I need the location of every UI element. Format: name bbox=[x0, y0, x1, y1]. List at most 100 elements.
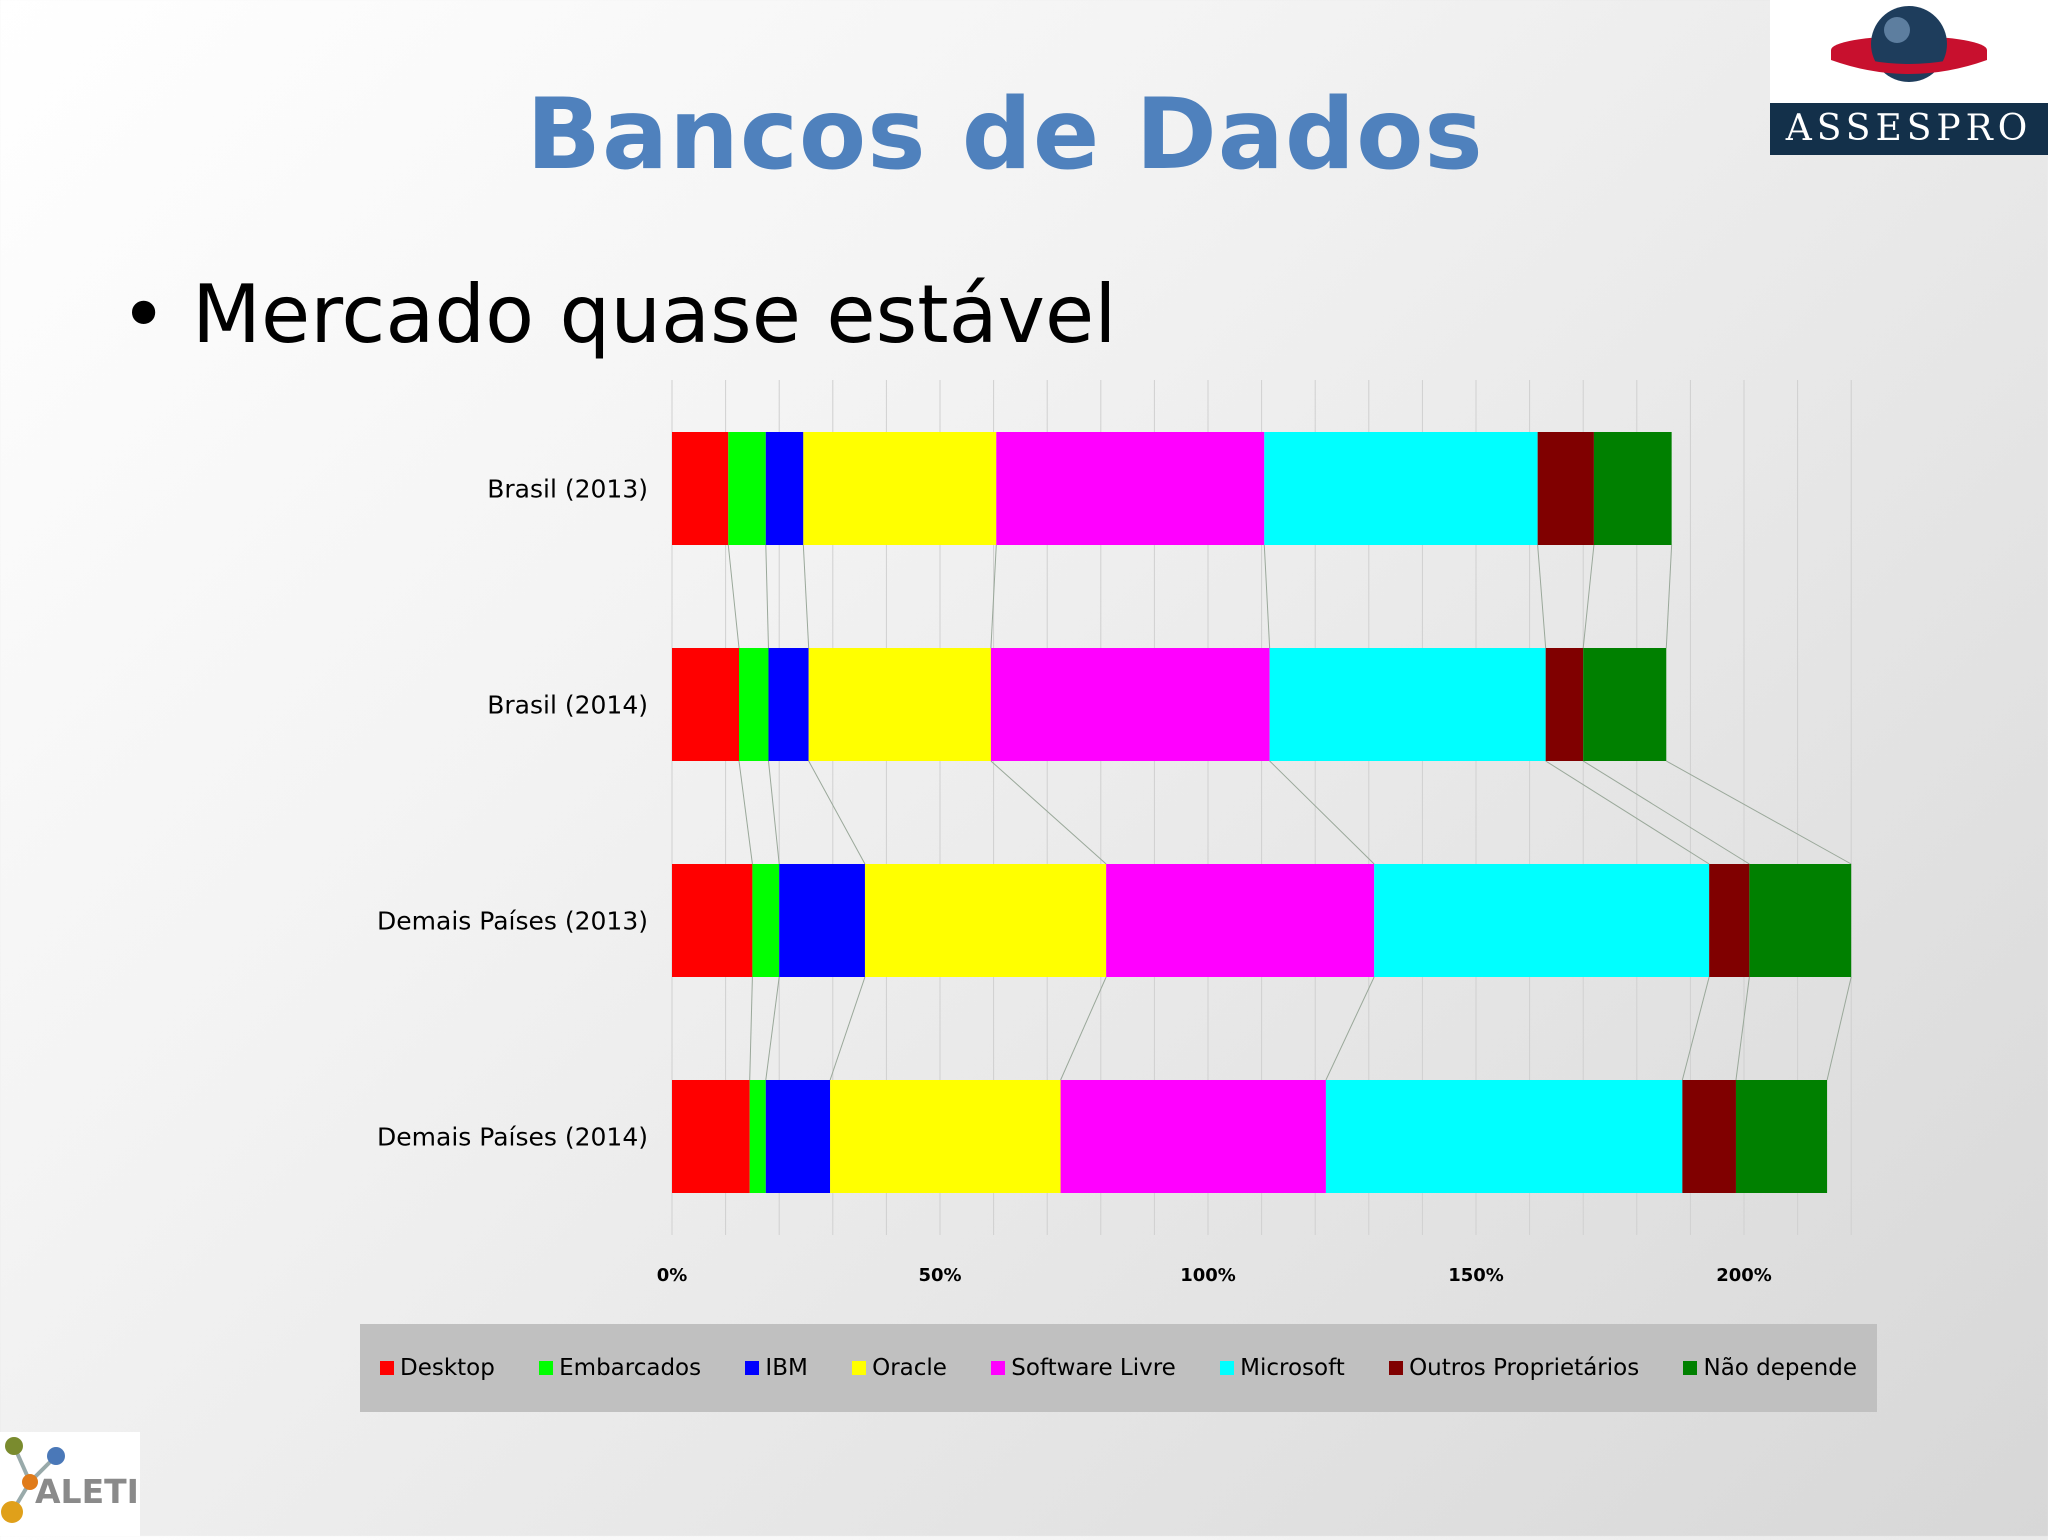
legend-label: Desktop bbox=[400, 1355, 495, 1381]
legend-swatch bbox=[1389, 1361, 1404, 1375]
series-line bbox=[990, 544, 997, 649]
bar-n-o-depende bbox=[1583, 648, 1667, 761]
series-line bbox=[1537, 544, 1547, 649]
bar-n-o-depende bbox=[1593, 432, 1672, 545]
series-line bbox=[808, 760, 866, 865]
bar-outros-propriet-rios bbox=[1682, 1080, 1736, 1193]
x-tick-label: 0% bbox=[657, 1265, 688, 1286]
category-label: Demais Países (2013) bbox=[377, 907, 648, 936]
bar-microsoft bbox=[1264, 432, 1538, 545]
bar-ibm bbox=[765, 1080, 831, 1193]
legend-label: Software Livre bbox=[1011, 1355, 1176, 1381]
stacked-bar-chart: Brasil (2013) Brasil (2014) Demais Países … bbox=[377, 380, 1852, 1286]
series-line bbox=[1582, 544, 1595, 649]
series-line bbox=[1735, 976, 1750, 1081]
legend-label: Embarcados bbox=[559, 1355, 702, 1381]
series-line bbox=[767, 760, 780, 865]
chart-legend: Desktop Embarcados IBM Oracle Software Livre… bbox=[360, 1324, 1877, 1412]
aleti-logo-text: ALETI bbox=[35, 1472, 139, 1511]
bar-ibm bbox=[765, 432, 804, 545]
bar-embarcados bbox=[749, 1080, 766, 1193]
assespro-logo: ASSESPRO bbox=[1770, 0, 2048, 155]
bullet-text: Mercado quase estável bbox=[192, 268, 1117, 361]
bar-desktop bbox=[672, 432, 729, 545]
series-line bbox=[990, 760, 1107, 865]
bar-microsoft bbox=[1374, 864, 1710, 977]
legend-item: Oracle bbox=[852, 1355, 947, 1381]
legend-item: IBM bbox=[745, 1355, 808, 1381]
bar-oracle bbox=[808, 648, 991, 761]
x-tick-label: 200% bbox=[1716, 1265, 1772, 1286]
series-line bbox=[1545, 760, 1710, 865]
series-line bbox=[1665, 544, 1673, 649]
bar-desktop bbox=[672, 1080, 750, 1193]
x-tick-label: 50% bbox=[918, 1265, 961, 1286]
series-line bbox=[765, 544, 769, 649]
legend-item: Software Livre bbox=[991, 1355, 1176, 1381]
series-line bbox=[1060, 976, 1107, 1081]
bar-microsoft bbox=[1325, 1080, 1683, 1193]
legend-swatch bbox=[380, 1361, 394, 1375]
legend-label: IBM bbox=[765, 1355, 808, 1381]
legend-swatch bbox=[1683, 1361, 1698, 1375]
series-line bbox=[1666, 760, 1852, 865]
globe-icon bbox=[1831, 6, 1987, 82]
category-label: Demais Países (2014) bbox=[377, 1123, 648, 1152]
bar-embarcados bbox=[739, 648, 769, 761]
legend-item: Não depende bbox=[1683, 1355, 1857, 1381]
series-line bbox=[1269, 760, 1375, 865]
category-label: Brasil (2014) bbox=[487, 691, 648, 720]
x-tick-label: 150% bbox=[1448, 1265, 1504, 1286]
bar-ibm bbox=[779, 864, 865, 977]
legend-label: Oracle bbox=[872, 1355, 947, 1381]
bullet-point: • Mercado quase estável bbox=[120, 268, 1116, 361]
legend-swatch bbox=[745, 1361, 760, 1375]
legend-label: Não depende bbox=[1703, 1355, 1857, 1381]
legend-swatch bbox=[539, 1361, 554, 1375]
legend-label: Outros Proprietários bbox=[1409, 1355, 1640, 1381]
series-line bbox=[727, 544, 740, 649]
legend-item: Microsoft bbox=[1220, 1355, 1345, 1381]
bar-software-livre bbox=[1060, 1080, 1326, 1193]
legend-item: Desktop bbox=[380, 1355, 495, 1381]
legend-swatch bbox=[852, 1361, 867, 1375]
bar-ibm bbox=[768, 648, 809, 761]
bar-software-livre bbox=[996, 432, 1265, 545]
bar-n-o-depende bbox=[1735, 1080, 1828, 1193]
series-line bbox=[765, 976, 780, 1081]
bar-microsoft bbox=[1269, 648, 1546, 761]
bar-embarcados bbox=[728, 432, 766, 545]
legend-item: Embarcados bbox=[539, 1355, 701, 1381]
x-tick-label: 100% bbox=[1180, 1265, 1236, 1286]
series-line bbox=[829, 976, 866, 1081]
bar-outros-propriet-rios bbox=[1537, 432, 1594, 545]
bar-oracle bbox=[803, 432, 997, 545]
assespro-logo-text: ASSESPRO bbox=[1770, 103, 2048, 155]
bar-desktop bbox=[672, 648, 739, 761]
series-line bbox=[802, 544, 810, 649]
series-line bbox=[738, 760, 753, 865]
bar-oracle bbox=[864, 864, 1107, 977]
bar-n-o-depende bbox=[1749, 864, 1852, 977]
aleti-logo: ALETI bbox=[0, 1432, 140, 1536]
slide-title: Bancos de Dados bbox=[526, 78, 1484, 192]
series-line bbox=[1582, 760, 1750, 865]
bar-oracle bbox=[830, 1080, 1061, 1193]
bullet-dot: • bbox=[120, 268, 168, 361]
legend-swatch bbox=[1220, 1361, 1235, 1375]
molecule-icon bbox=[1, 1437, 65, 1523]
category-label: Brasil (2013) bbox=[487, 475, 648, 504]
legend-label: Microsoft bbox=[1240, 1355, 1345, 1381]
series-line bbox=[1325, 976, 1375, 1081]
bar-software-livre bbox=[990, 648, 1270, 761]
bar-outros-propriet-rios bbox=[1545, 648, 1584, 761]
bar-embarcados bbox=[752, 864, 780, 977]
bar-software-livre bbox=[1106, 864, 1375, 977]
series-line bbox=[1681, 976, 1710, 1081]
bar-outros-propriet-rios bbox=[1709, 864, 1750, 977]
legend-swatch bbox=[991, 1361, 1006, 1375]
series-line bbox=[1263, 544, 1271, 649]
series-line bbox=[1826, 976, 1852, 1081]
legend-item: Outros Proprietários bbox=[1389, 1355, 1639, 1381]
bar-desktop bbox=[672, 864, 753, 977]
